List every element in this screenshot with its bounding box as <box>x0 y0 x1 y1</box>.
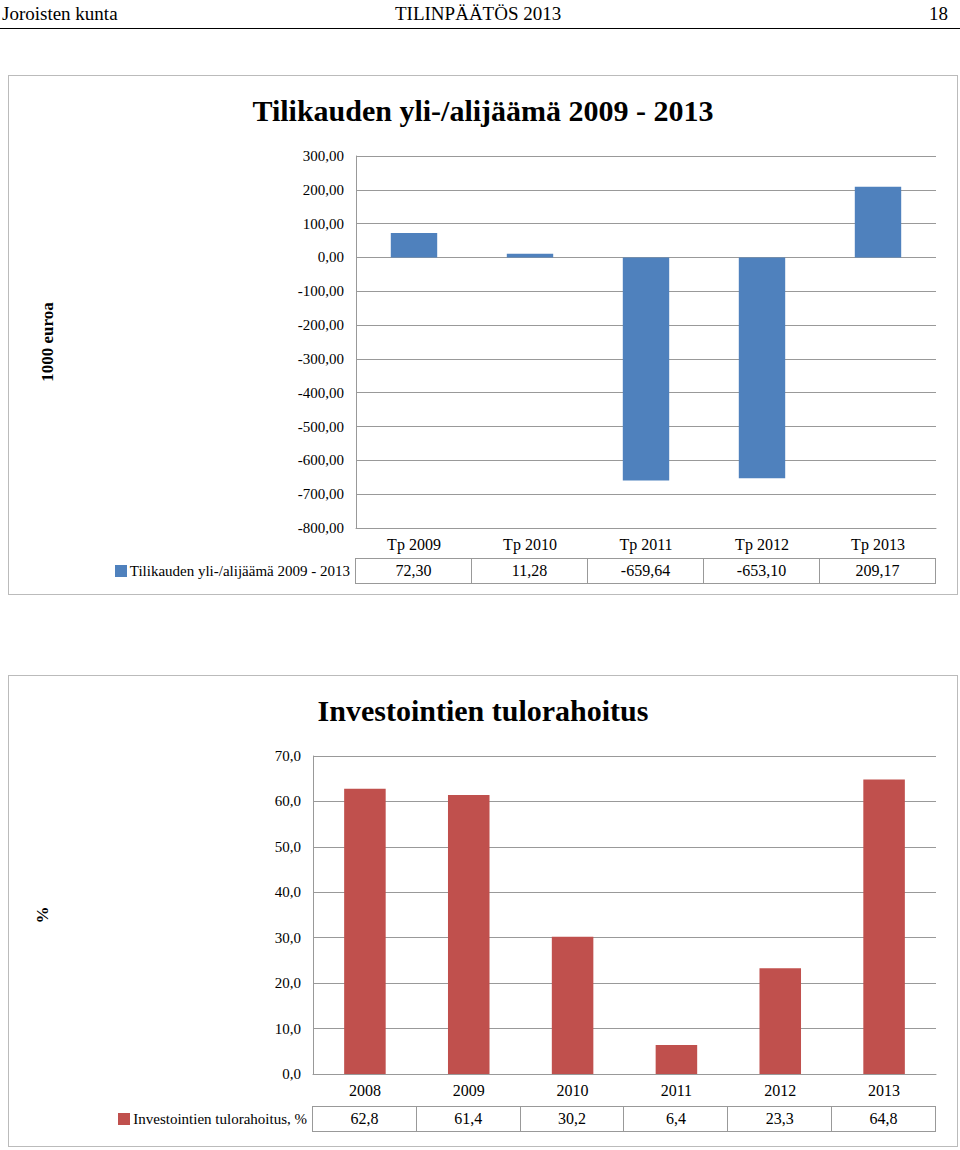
svg-text:-200,00: -200,00 <box>298 317 344 333</box>
svg-text:%: % <box>33 907 52 924</box>
html-text:TILINPÄÄTÖS 2013: TILINPÄÄTÖS 2013 <box>395 3 562 24</box>
svg-text:2009: 2009 <box>453 1082 485 1099</box>
svg-text:20,0: 20,0 <box>275 975 301 991</box>
svg-text:200,00: 200,00 <box>303 182 344 198</box>
svg-text:0,0: 0,0 <box>282 1066 301 1082</box>
html-text:11,28: 11,28 <box>511 562 548 579</box>
html-text:-659,64: -659,64 <box>620 562 671 579</box>
html-text:-653,10: -653,10 <box>736 562 787 579</box>
svg-text:70,0: 70,0 <box>275 748 301 764</box>
html-text:209,17: 209,17 <box>855 562 900 579</box>
svg-text:-100,00: -100,00 <box>298 283 344 299</box>
svg-text:Investointien tulorahoitus: Investointien tulorahoitus <box>318 694 649 727</box>
svg-text:2010: 2010 <box>557 1082 589 1099</box>
html-text:30,2: 30,2 <box>558 1110 587 1127</box>
svg-text:2008: 2008 <box>349 1082 381 1099</box>
html-text:64,8: 64,8 <box>869 1110 898 1127</box>
svg-text:-800,00: -800,00 <box>298 520 344 536</box>
svg-text:-500,00: -500,00 <box>298 419 344 435</box>
svg-text:100,00: 100,00 <box>303 216 344 232</box>
svg-text:40,0: 40,0 <box>275 884 301 900</box>
svg-text:2012: 2012 <box>764 1082 796 1099</box>
svg-text:-700,00: -700,00 <box>298 486 344 502</box>
svg-text:Tp 2012: Tp 2012 <box>735 536 789 554</box>
svg-text:50,0: 50,0 <box>275 839 301 855</box>
svg-text:2013: 2013 <box>868 1082 900 1099</box>
svg-text:300,00: 300,00 <box>303 148 344 164</box>
svg-text:Tp 2009: Tp 2009 <box>387 536 441 554</box>
svg-text:Tilikauden yli-/alijäämä 2009: Tilikauden yli-/alijäämä 2009 - 2013 <box>252 94 713 127</box>
html-text:Tilikauden yli-/alijäämä 2009: Tilikauden yli-/alijäämä 2009 - 2013 <box>129 562 350 579</box>
svg-text:2011: 2011 <box>661 1082 692 1099</box>
html-text:72,30: 72,30 <box>395 562 432 579</box>
svg-text:Tp 2010: Tp 2010 <box>503 536 557 554</box>
svg-text:0,00: 0,00 <box>318 249 344 265</box>
svg-text:1000 euroa: 1000 euroa <box>38 302 57 382</box>
html-text:Joroisten kunta: Joroisten kunta <box>2 3 118 24</box>
svg-text:10,0: 10,0 <box>275 1021 301 1037</box>
html-text:Investointien tulorahoitus, %: Investointien tulorahoitus, % <box>133 1110 307 1127</box>
html-text:23,3: 23,3 <box>765 1110 794 1127</box>
svg-text:Tp 2013: Tp 2013 <box>851 536 905 554</box>
svg-text:-300,00: -300,00 <box>298 351 344 367</box>
svg-text:-600,00: -600,00 <box>298 452 344 468</box>
html-text:18: 18 <box>929 3 948 24</box>
html-text:61,4: 61,4 <box>454 1110 483 1127</box>
svg-text:-400,00: -400,00 <box>298 385 344 401</box>
html-text:62,8: 62,8 <box>350 1110 379 1127</box>
svg-text:60,0: 60,0 <box>275 793 301 809</box>
svg-text:30,0: 30,0 <box>275 930 301 946</box>
html-text:6,4: 6,4 <box>665 1110 686 1127</box>
svg-text:Tp 2011: Tp 2011 <box>619 536 672 554</box>
